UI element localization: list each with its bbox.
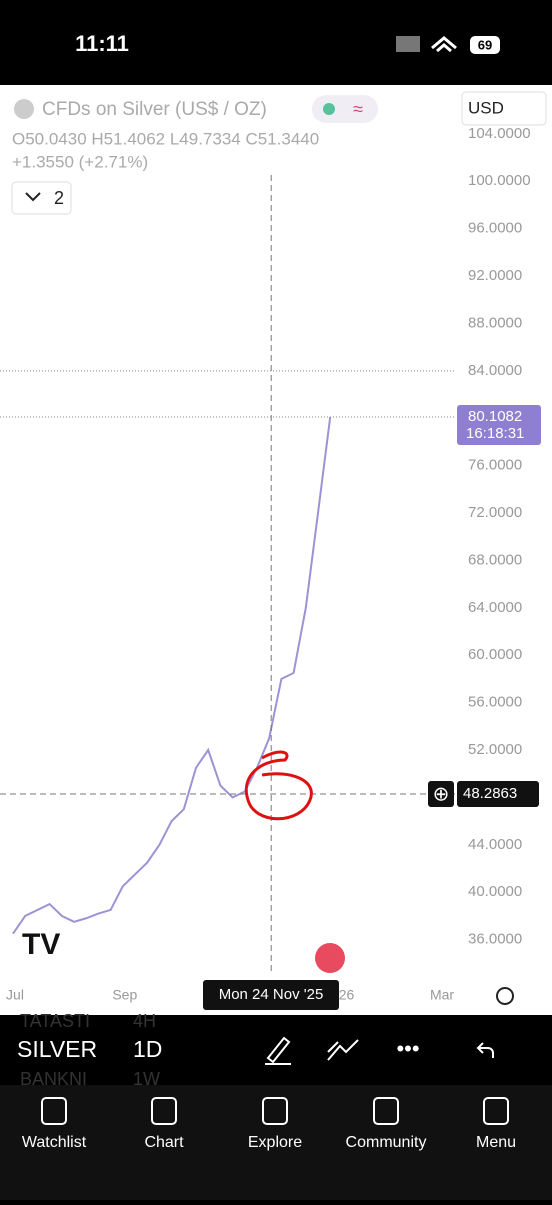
last-price-badge	[457, 404, 541, 445]
y-tick-label: 88.0000	[468, 314, 522, 331]
nav-icon[interactable]	[151, 1097, 177, 1125]
change: +1.3550 (+2.71%)	[12, 152, 148, 171]
chart-area	[0, 85, 552, 1015]
y-tick-label: 56.0000	[468, 694, 522, 711]
x-tick-label: '26	[336, 987, 354, 1003]
crosshair-y-label: 48.2863	[463, 785, 517, 802]
toolbar-interval[interactable]: 1D	[133, 1036, 162, 1062]
undo-icon[interactable]	[476, 1042, 494, 1058]
x-tick-label: Mar	[430, 987, 454, 1003]
nav-label[interactable]: Chart	[144, 1134, 184, 1151]
nav-bar	[0, 1085, 552, 1200]
hidden-symbol: TATASTI	[20, 1011, 90, 1031]
nav-label[interactable]: Menu	[476, 1134, 516, 1151]
hidden-interval: 4H	[133, 1011, 156, 1031]
nav-label[interactable]: Explore	[248, 1134, 302, 1151]
wave-icon: ≈	[353, 99, 363, 119]
y-tick-label: 64.0000	[468, 599, 522, 616]
hidden-symbol: BANKNI	[20, 1069, 87, 1089]
wifi-icon	[431, 36, 457, 53]
chevron	[25, 192, 41, 202]
symbol-icon	[14, 99, 34, 119]
y-tick-label: 92.0000	[468, 267, 522, 284]
toolbar	[0, 1015, 552, 1085]
crosshair-x-badge	[203, 980, 339, 1010]
y-tick-label: 40.0000	[468, 883, 522, 900]
status-bar	[0, 0, 552, 85]
crosshair-plus[interactable]	[428, 781, 454, 808]
y-tick-label: 76.0000	[468, 457, 522, 474]
more-icon[interactable]: •••	[396, 1036, 419, 1061]
currency: USD	[468, 98, 504, 117]
signal-icon	[396, 36, 420, 52]
draw-icon[interactable]	[265, 1036, 291, 1065]
hidden-interval: 1W	[133, 1069, 160, 1089]
hand-drawn-circle	[244, 750, 313, 821]
y-tick-label: 44.0000	[468, 836, 522, 853]
plus-icon: ⊕	[433, 783, 450, 805]
us-flag-event[interactable]	[315, 943, 345, 973]
countdown: 16:18:31	[466, 425, 524, 442]
y-tick-label: 36.0000	[468, 931, 522, 948]
crosshair-y-badge	[457, 781, 539, 808]
nav-label[interactable]: Watchlist	[22, 1134, 87, 1151]
x-tick-label: Jul	[6, 987, 24, 1003]
nav-icon[interactable]	[483, 1097, 509, 1125]
x-tick-label: Sep	[112, 987, 137, 1003]
ohlc: O50.0430 H51.4062 L49.7334 C51.3440	[12, 129, 319, 148]
price-line	[12, 416, 332, 935]
currency-select[interactable]	[461, 91, 547, 126]
nav-icon[interactable]	[41, 1097, 67, 1125]
market-open	[323, 103, 335, 115]
nav-label[interactable]: Community	[346, 1134, 427, 1151]
indicators-count: 2	[54, 188, 64, 208]
settings-icon[interactable]	[496, 987, 514, 1005]
last-price-label: 80.1082	[468, 408, 522, 425]
tv-logo: TV	[22, 928, 60, 961]
toolbar-symbol[interactable]: SILVER	[17, 1036, 97, 1062]
battery-level: 69	[478, 37, 492, 52]
y-tick-label: 52.0000	[468, 741, 522, 758]
y-tick-label: 84.0000	[468, 362, 522, 379]
y-tick-label: 96.0000	[468, 220, 522, 237]
time: 11:11	[75, 31, 129, 56]
status-pill	[312, 95, 378, 123]
y-tick-label: 72.0000	[468, 504, 522, 521]
crosshair-x-label: Mon 24 Nov '25	[219, 986, 324, 1003]
nav-icon[interactable]	[262, 1097, 288, 1125]
y-tick-label: 68.0000	[468, 551, 522, 568]
y-tick-label: 100.0000	[468, 172, 531, 189]
plot: 36.000040.000044.000048.000052.000056.00…	[0, 125, 541, 1010]
y-tick-label: 60.0000	[468, 646, 522, 663]
nav-icon[interactable]	[373, 1097, 399, 1125]
pattern-icon[interactable]	[327, 1039, 359, 1061]
y-tick-label: 104.0000	[468, 125, 531, 142]
indicators-toggle[interactable]	[11, 181, 72, 215]
symbol-title: CFDs on Silver (US$ / OZ)	[42, 99, 267, 120]
nav-items: Watchlist Chart Explore Community Menu	[22, 1097, 516, 1151]
battery	[470, 36, 500, 54]
